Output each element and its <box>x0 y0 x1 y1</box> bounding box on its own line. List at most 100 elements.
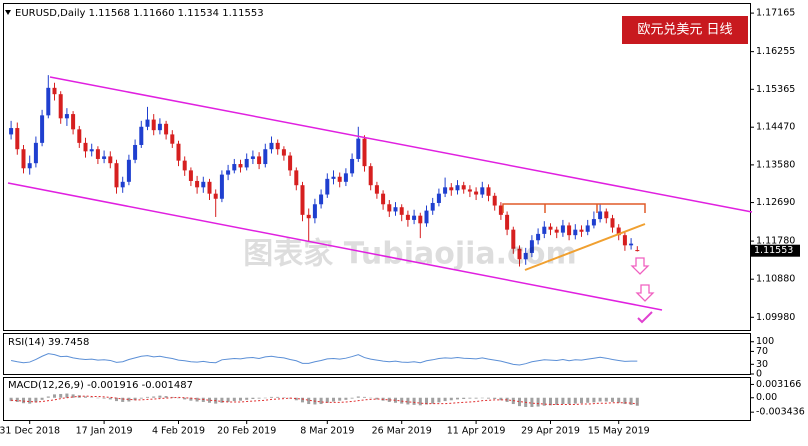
candle-body <box>554 229 559 233</box>
candle-body <box>120 181 125 188</box>
candle-body <box>405 214 410 220</box>
candle-body <box>374 185 379 194</box>
macd-bar <box>369 397 373 399</box>
macd-bar <box>480 397 484 399</box>
candle-body <box>381 193 386 205</box>
candle-body <box>275 142 280 150</box>
candle-body <box>213 193 218 199</box>
macd-bar <box>325 397 329 403</box>
macd-bar <box>263 397 267 399</box>
candle-body <box>536 233 541 241</box>
y-tick-label: 0.00 <box>756 392 777 403</box>
candle-body <box>126 159 131 182</box>
candle-body <box>306 214 311 219</box>
y-tick-label: 1.15365 <box>756 84 795 95</box>
candle-body <box>591 219 596 226</box>
candle-body <box>368 166 373 186</box>
candle-body <box>467 189 472 192</box>
candle-body <box>424 210 429 224</box>
candle-body <box>325 178 330 195</box>
macd-bar <box>586 397 590 403</box>
rsi-title: RSI(14) 39.7458 <box>8 337 89 348</box>
check-mark <box>637 311 653 324</box>
candle-body <box>170 134 175 144</box>
candle-body <box>387 204 392 212</box>
macd-bar <box>177 397 180 399</box>
macd-bar <box>59 393 63 398</box>
candle-body <box>492 195 497 206</box>
macd-bar <box>232 397 236 402</box>
current-price: 1.11553 <box>754 245 793 256</box>
macd-bar <box>555 397 559 405</box>
x-tick-label: 15 May 2019 <box>588 426 650 437</box>
candle-body <box>46 87 51 116</box>
y-tick-label: 1.13580 <box>756 159 795 170</box>
macd-bar <box>270 396 273 398</box>
macd-bar <box>15 397 19 402</box>
candle-body <box>145 119 150 127</box>
macd-bar <box>164 396 168 398</box>
candle-body <box>164 123 169 135</box>
y-tick-label: -0.003436 <box>756 407 805 418</box>
macd-bar <box>487 397 490 399</box>
candle-body <box>573 229 578 236</box>
macd-bar <box>53 394 56 398</box>
y-tick-label: 1.16255 <box>756 46 795 57</box>
candle-body <box>635 250 640 252</box>
watermark: 图表家 Tubiaojia.com <box>243 237 576 272</box>
macd-bar <box>282 397 286 398</box>
candle-body <box>102 156 107 159</box>
macd-bar <box>84 396 87 398</box>
candle-body <box>232 164 237 171</box>
macd-bar <box>604 397 608 402</box>
candle-body <box>412 215 417 220</box>
macd-bar <box>344 397 348 400</box>
candle-body <box>418 215 423 224</box>
macd-bar <box>307 397 311 405</box>
candle-body <box>610 218 615 228</box>
candle-body <box>449 187 454 191</box>
macd-bar <box>356 396 360 398</box>
macd-bar <box>127 397 131 402</box>
candle-body <box>616 227 621 236</box>
macd-bar <box>226 397 230 402</box>
macd-bar <box>418 397 422 406</box>
candle-body <box>585 225 590 232</box>
candle-body <box>27 163 32 169</box>
candle-body <box>579 229 584 232</box>
macd-bar <box>102 397 106 399</box>
y-tick-label: 1.17165 <box>756 8 795 19</box>
candle-body <box>436 193 441 203</box>
signal-line <box>11 395 638 405</box>
candle-body <box>114 163 119 188</box>
candle-body <box>604 211 609 219</box>
candle-body <box>511 229 516 249</box>
macd-bar <box>90 397 94 398</box>
candle-body <box>269 142 274 150</box>
candle-body <box>542 226 547 234</box>
macd-bar <box>456 397 459 400</box>
candle-body <box>443 187 448 194</box>
candle-body <box>151 119 156 131</box>
macd-bar <box>394 397 397 403</box>
macd-bar <box>195 397 199 402</box>
macd-title: MACD(12,26,9) -0.001916 -0.001487 <box>8 380 193 391</box>
down-arrow <box>630 257 650 275</box>
macd-bar <box>412 397 416 405</box>
macd-bar <box>139 397 143 399</box>
candle-body <box>567 225 572 236</box>
y-tick-label: 70 <box>756 346 768 357</box>
macd-bar <box>375 397 379 400</box>
candle-body <box>350 158 355 174</box>
macd-bar <box>493 397 497 399</box>
macd-bar <box>276 396 280 398</box>
candle-body <box>523 252 528 260</box>
candle-body <box>83 142 88 152</box>
macd-bar <box>561 397 565 405</box>
candle-body <box>343 173 348 182</box>
price-box <box>750 244 800 257</box>
candle-body <box>480 187 485 195</box>
candle-body <box>281 149 286 156</box>
